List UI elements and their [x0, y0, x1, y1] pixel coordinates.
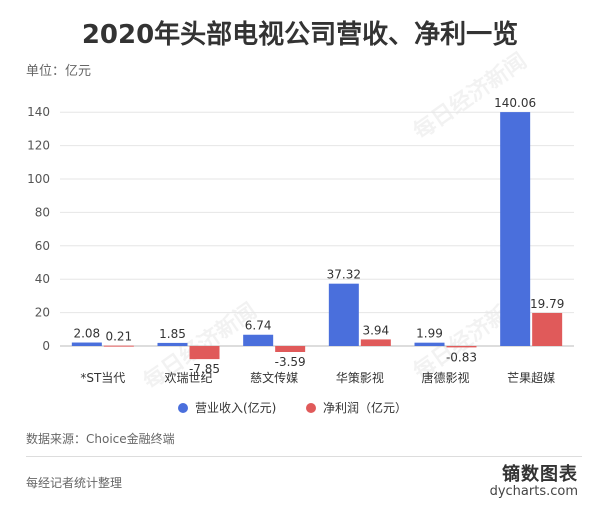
brand-logo: 镝数图表 dycharts.com [490, 460, 578, 499]
bar-revenue-5 [500, 112, 531, 347]
y-tick-label-80: 80 [35, 205, 50, 219]
data-source: 数据来源：Choice金融终端 [26, 432, 175, 446]
unit-label: 单位：亿元 [26, 64, 92, 79]
legend-label-0: 营业收入(亿元) [195, 400, 276, 415]
y-tick-label-0: 0 [42, 339, 50, 353]
legend-label-1: 净利润（亿元） [323, 400, 407, 415]
category-label-5: 芒果超媒 [507, 370, 555, 385]
data-label-revenue-4: 1.99 [416, 327, 443, 341]
data-label-profit-3: 3.94 [362, 323, 389, 337]
bar-revenue-2 [243, 334, 274, 346]
bar-revenue-4 [414, 342, 445, 346]
reporter-note: 每经记者统计整理 [26, 476, 123, 490]
brand-url: dycharts.com [489, 484, 578, 499]
legend-marker-0 [178, 403, 188, 413]
data-label-profit-1: -7.85 [189, 362, 220, 376]
bar-profit-3 [360, 339, 391, 346]
footer-divider [26, 456, 582, 457]
chart-title: 2020年头部电视公司营收、净利一览 [81, 20, 519, 50]
category-label-2: 慈文传媒 [250, 370, 298, 385]
bar-revenue-1 [157, 342, 188, 346]
bar-revenue-0 [71, 342, 102, 346]
y-tick-label-100: 100 [27, 172, 50, 186]
brand-name: 镝数图表 [502, 464, 578, 485]
y-tick-label-120: 120 [27, 139, 50, 153]
data-label-revenue-1: 1.85 [159, 327, 186, 341]
data-label-profit-2: -3.59 [275, 355, 306, 369]
category-label-1: 欢瑞世纪 [164, 370, 212, 385]
category-label-4: 唐德影视 [421, 370, 469, 385]
y-tick-label-40: 40 [35, 272, 50, 286]
legend-marker-1 [306, 403, 316, 413]
category-label-0: *ST当代 [80, 371, 125, 385]
bar-profit-2 [275, 346, 306, 352]
bar-profit-1 [189, 346, 220, 360]
data-label-revenue-3: 37.32 [327, 268, 361, 282]
bar-profit-4 [446, 346, 477, 348]
y-tick-label-60: 60 [35, 239, 50, 253]
data-label-profit-4: -0.83 [446, 350, 477, 364]
data-label-revenue-2: 6.74 [245, 319, 272, 333]
data-label-profit-0: 0.21 [105, 330, 132, 344]
y-tick-label-140: 140 [27, 105, 50, 119]
data-label-revenue-0: 2.08 [73, 327, 100, 341]
y-tick-label-20: 20 [35, 306, 50, 320]
bar-profit-5 [532, 312, 563, 346]
bar-revenue-3 [328, 283, 359, 346]
bar-profit-0 [103, 345, 134, 347]
data-label-profit-5: 19.79 [530, 297, 564, 311]
bar-chart: 每日经济新闻每日经济新闻每日经济新闻0204060801001201402.08… [27, 48, 574, 415]
category-label-3: 华策影视 [336, 370, 384, 385]
data-label-revenue-5: 140.06 [494, 96, 536, 110]
